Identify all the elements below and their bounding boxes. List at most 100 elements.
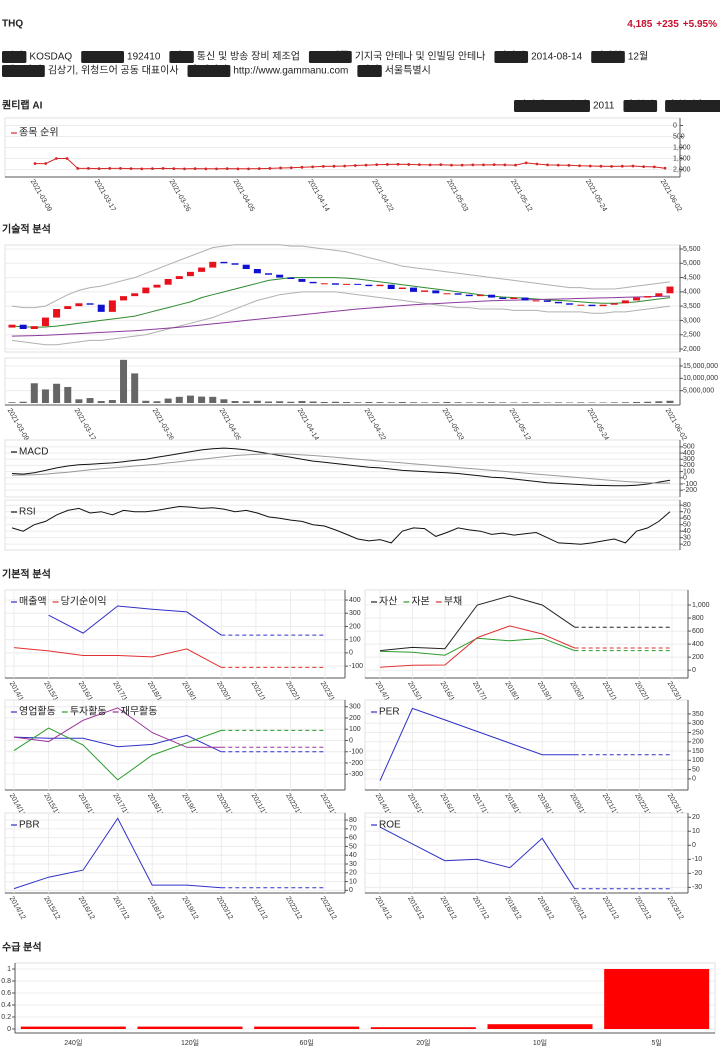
bar: [19, 401, 27, 403]
x-tick-label: 10일: [533, 1038, 547, 1047]
y-tick-label: 4,500: [683, 274, 701, 281]
candle-body: [298, 279, 306, 282]
y-tick-label: 0: [683, 475, 687, 482]
series-point: [663, 166, 667, 170]
x-tick-label: 20일: [416, 1038, 430, 1047]
badge: [2, 65, 45, 77]
series-point: [215, 167, 218, 171]
series-point: [108, 167, 112, 170]
bar: [175, 396, 183, 403]
y-tick-label: 3,000: [683, 317, 701, 324]
bar: [131, 373, 139, 403]
y-tick-label: -100: [349, 749, 363, 756]
candle-body: [443, 293, 451, 295]
bar: [331, 401, 339, 403]
y-tick-label: 300: [683, 456, 695, 463]
bar: [320, 402, 328, 403]
candle-body: [577, 304, 585, 306]
candle-body: [543, 300, 551, 302]
series-point: [428, 163, 432, 167]
candle-body: [131, 293, 139, 297]
bar: [387, 402, 395, 403]
series-point: [225, 167, 229, 171]
legend-label: 매출액: [19, 596, 47, 608]
candle-body: [343, 283, 351, 285]
x-tick-label: 2021-04-14: [296, 407, 320, 442]
x-tick-label: 2021-05-03: [445, 178, 469, 213]
candle-body: [521, 297, 529, 301]
y-tick-label: 80: [349, 817, 357, 824]
bar: [510, 402, 518, 404]
series-point: [439, 163, 443, 167]
bar: [476, 402, 484, 403]
bar: [220, 399, 228, 403]
homepage-link[interactable]: http://www.gammanu.com: [233, 66, 348, 77]
y-tick-label: 300: [349, 610, 361, 617]
candle-body: [75, 303, 83, 307]
badge-label: 시장: [5, 50, 24, 63]
series-point: [33, 162, 37, 165]
y-tick-label: -20: [692, 870, 702, 877]
x-tick-label: 2021-03-09: [29, 178, 53, 213]
x-tick-label: 2023/12: [319, 895, 338, 921]
x-tick-label: 2022/12: [633, 895, 652, 921]
y-tick-label: 40: [683, 528, 691, 535]
series-line: [11, 505, 671, 545]
series-point: [151, 167, 154, 171]
bar: [465, 402, 473, 403]
y-tick-label: 300: [692, 720, 704, 727]
y-tick-label: 0: [692, 667, 696, 674]
series-point: [332, 164, 336, 168]
series-point: [535, 162, 539, 166]
candle-body: [465, 294, 473, 297]
y-tick-label: 0: [349, 737, 353, 744]
bar: [287, 401, 295, 403]
badge-label: 업종: [172, 50, 190, 63]
series-point: [556, 163, 560, 167]
series-line: [379, 625, 575, 668]
legend-label: RSI: [19, 507, 36, 518]
bar: [599, 402, 607, 404]
y-tick-label: -10: [692, 856, 702, 863]
y-tick-label: 400: [683, 450, 695, 457]
badge-label: 지역: [360, 64, 378, 77]
section-title: 수급 분석: [2, 941, 42, 954]
bar: [265, 401, 273, 403]
series-point: [343, 164, 347, 168]
y-tick-label: 100: [349, 637, 361, 644]
bar: [666, 400, 674, 403]
bar: [610, 402, 618, 403]
candle-body: [220, 261, 228, 264]
candle-body: [599, 304, 607, 307]
bar: [604, 969, 710, 1030]
series-point: [193, 167, 197, 171]
x-tick-label: 2021-04-14: [306, 178, 330, 213]
x-tick-label: 2018/12: [503, 895, 522, 921]
y-tick-label: 0: [692, 776, 696, 783]
chart-panel: [4, 812, 346, 894]
info-value: 김상기, 위청드어 공동 대표이사: [48, 64, 179, 77]
series-point: [492, 163, 496, 167]
candle-body: [566, 303, 574, 305]
bar: [421, 402, 429, 403]
candle-body: [108, 300, 116, 312]
series-point: [76, 167, 80, 170]
y-tick-label: 0: [349, 887, 353, 894]
info-value: 서울특별시: [385, 65, 431, 77]
y-tick-label: 200: [349, 715, 361, 722]
badge: [81, 51, 125, 63]
y-tick-label: 100: [683, 468, 695, 475]
bar: [209, 396, 217, 403]
y-tick-label: 0: [692, 842, 696, 849]
x-tick-label: 2023/12: [666, 895, 685, 921]
bar: [354, 402, 362, 403]
y-tick-label: 0.2: [1, 1014, 11, 1021]
series-point: [631, 164, 635, 168]
y-tick-label: -300: [349, 771, 363, 778]
badge-label: 퀀티랩 종목 순위: [517, 99, 587, 112]
price-change-rate: +5.95%: [683, 19, 717, 30]
series-point: [546, 163, 549, 167]
bar: [253, 400, 261, 403]
series-point: [172, 167, 176, 171]
y-tick-label: 200: [349, 623, 361, 630]
